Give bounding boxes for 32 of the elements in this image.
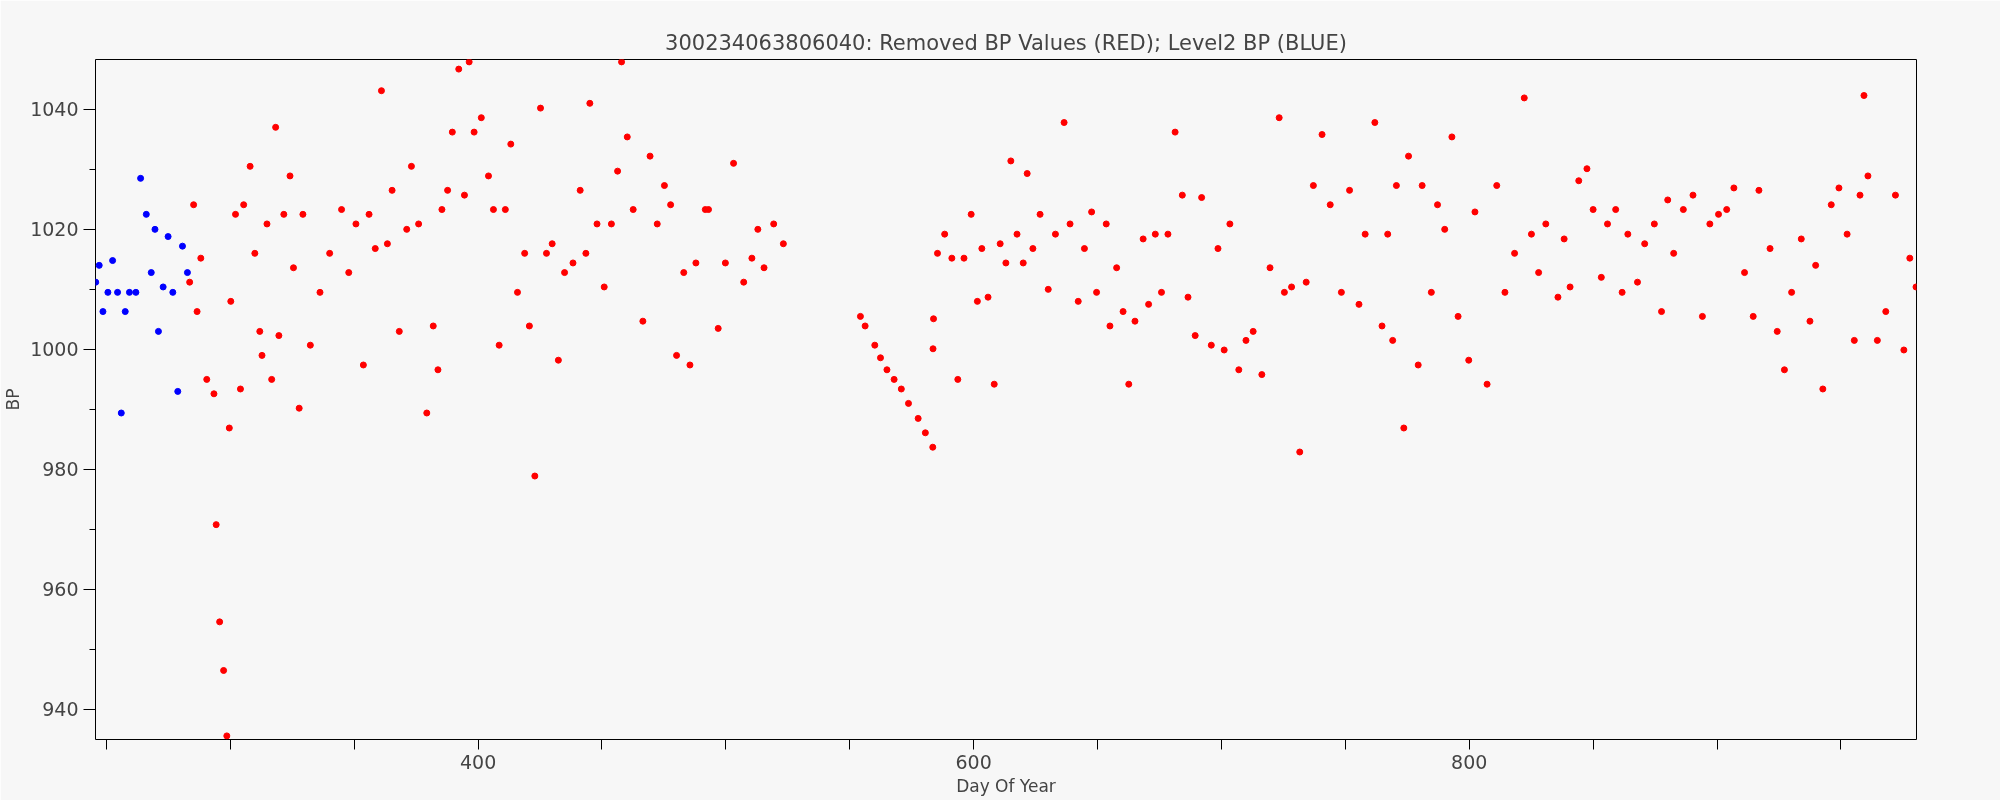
y-tick-label: 940 (42, 698, 79, 721)
x-tick-label: 400 (459, 750, 497, 773)
y-tick-label: 1040 (30, 98, 79, 121)
point (114, 288, 122, 296)
point (147, 269, 155, 277)
point (174, 387, 182, 395)
y-tick-label: 1000 (30, 338, 79, 361)
point (109, 257, 117, 265)
point (154, 327, 162, 335)
point (178, 242, 186, 250)
point (183, 269, 191, 277)
y-tick-label: 980 (42, 458, 79, 481)
chart-title: 300234063806040: Removed BP Values (RED); Level2 BP (BLUE) (665, 30, 1347, 55)
x-tick-label: 600 (955, 750, 992, 773)
x-axis-title: Day Of Year (956, 775, 1056, 796)
point (121, 308, 129, 316)
x-tick-label: 800 (1451, 750, 1488, 773)
point (95, 261, 103, 269)
point (125, 288, 133, 296)
y-tick-label: 960 (42, 578, 79, 601)
point (159, 283, 167, 291)
point (104, 288, 112, 296)
point (169, 288, 177, 296)
y-tick-label: 1020 (30, 218, 79, 241)
point (137, 174, 145, 182)
point (99, 308, 107, 316)
point (142, 210, 150, 218)
point (132, 288, 140, 296)
point (151, 225, 159, 233)
y-axis-title: BP (3, 388, 24, 411)
point (164, 233, 172, 241)
point (117, 409, 125, 417)
